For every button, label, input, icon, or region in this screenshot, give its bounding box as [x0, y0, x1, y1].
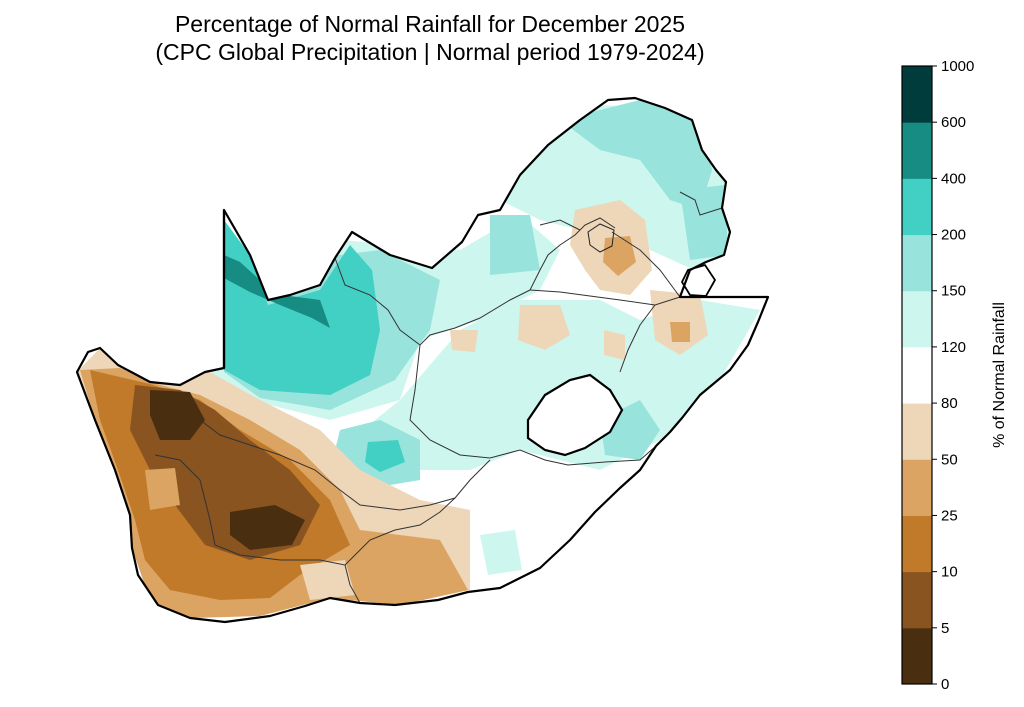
colorbar-tick-label-400: 400	[941, 170, 966, 187]
colorbar-tick-label-10: 10	[941, 564, 958, 581]
colorbar-tick-label-50: 50	[941, 451, 958, 468]
colorbar-tick-label-120: 120	[941, 339, 966, 356]
colorbar-bin-120-150	[902, 290, 932, 348]
colorbar-tick-label-0: 0	[941, 676, 949, 693]
colorbar-bin-5-10	[902, 571, 932, 629]
colorbar-tick-label-25: 25	[941, 507, 958, 524]
colorbar-bins	[902, 66, 932, 685]
colorbar-bin-600-1000	[902, 66, 932, 123]
colorbar-bin-10-25	[902, 515, 932, 573]
title-line-1: Percentage of Normal Rainfall for Decemb…	[174, 11, 686, 37]
colorbar-bin-80-120	[902, 346, 932, 404]
province-boundaries	[154, 191, 723, 604]
title-line-2: (CPC Global Precipitation | Normal perio…	[155, 39, 705, 65]
colorbar-ticks: 0 5 10 25 50 80 120 150 200 400 600 1000	[932, 58, 974, 693]
colorbar-bin-50-80	[902, 403, 932, 460]
colorbar-bin-25-50	[902, 459, 932, 516]
country-outline	[75, 96, 770, 624]
map-title: Percentage of Normal Rainfall for Decemb…	[80, 10, 780, 66]
rainfall-map	[75, 96, 770, 624]
gauteng-outline	[587, 223, 615, 253]
colorbar-label: % of Normal Rainfall	[991, 302, 1008, 448]
colorbar-tick-label-200: 200	[941, 227, 966, 244]
colorbar-tick-label-80: 80	[941, 395, 958, 412]
colorbar-tick-label-150: 150	[941, 283, 966, 300]
colorbar-tick-label-600: 600	[941, 114, 966, 131]
colorbar-bin-0-5	[902, 627, 932, 685]
colorbar-frame	[901, 65, 933, 685]
colorbar-bin-400-600	[902, 122, 932, 179]
colorbar-bin-150-200	[902, 234, 932, 292]
colorbar-bin-200-400	[902, 178, 932, 236]
colorbar-tick-label-1000: 1000	[941, 58, 974, 75]
lesotho-outline	[526, 373, 624, 457]
colorbar-tick-label-5: 5	[941, 620, 949, 637]
rainfall-field	[77, 98, 768, 622]
